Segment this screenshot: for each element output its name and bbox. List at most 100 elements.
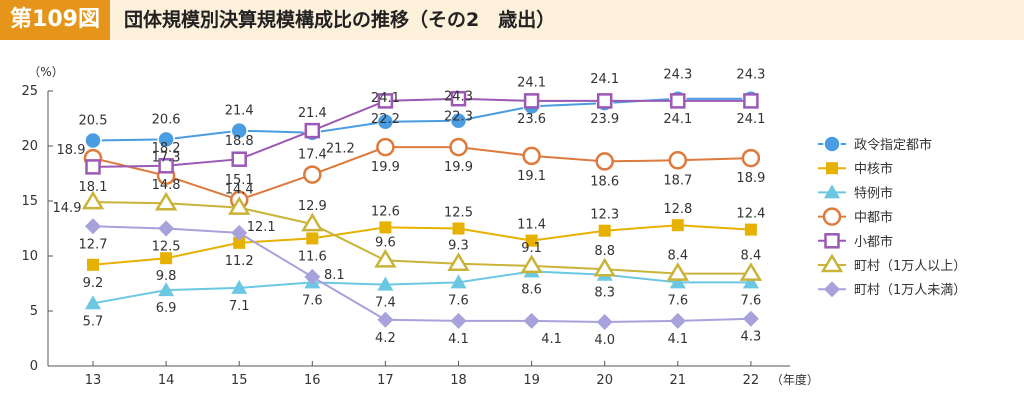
data-point [596,93,613,109]
data-point [671,219,684,232]
legend-item: 中核市 [818,161,893,177]
data-label: 12.5 [152,240,181,255]
data-point [523,312,540,329]
y-axis-unit: （%） [28,65,63,79]
data-point [744,223,757,236]
data-point [154,191,178,211]
data-label: 9.2 [83,276,104,291]
data-label: 17.4 [298,148,327,163]
data-point [593,257,616,277]
legend-label: 政令指定都市 [854,137,932,153]
data-label: 8.1 [324,268,345,283]
data-label: 5.7 [83,314,104,329]
series-line [92,146,751,201]
data-label: 24.1 [736,112,765,127]
series-line [92,97,751,168]
data-point [158,158,174,174]
data-point [447,252,470,271]
data-label: 7.6 [667,293,688,308]
data-label: 14.8 [152,178,181,193]
data-point [85,295,101,310]
x-tick-label: 15 [231,373,248,388]
data-label: 19.9 [371,160,400,175]
data-point [306,232,319,245]
data-point [377,93,394,109]
data-label: 12.7 [79,237,108,252]
data-label: 20.6 [152,112,181,127]
data-label: 14.4 [225,183,254,198]
x-tick-label: 16 [304,373,321,388]
data-point [81,190,105,210]
data-label: 23.9 [590,112,619,127]
data-label: 12.8 [663,202,692,217]
legend-label: 特例市 [854,185,893,201]
data-label: 22.2 [371,112,400,127]
data-point [669,274,686,289]
series-line [92,201,751,275]
data-point [741,148,761,168]
data-point [374,248,397,268]
y-tick-label: 0 [30,359,38,374]
data-label: 11.6 [298,249,327,264]
data-point [598,224,611,237]
y-tick-label: 15 [21,194,38,209]
x-tick-label: 20 [596,373,613,388]
data-point [824,281,840,298]
legend-item: 特例市 [818,184,893,201]
data-point [668,151,688,170]
data-label: 9.3 [448,239,469,254]
legend-item: 小都市 [818,233,893,250]
line-chart: 0 5 10 15 20 25 （%） 13 14 15 16 17 18 19 20 21 22 （年度） 20.… [21,65,966,388]
data-label: 21.2 [326,142,355,157]
data-point [231,151,247,167]
data-label: 4.1 [541,332,562,347]
x-tick-label: 17 [377,373,394,388]
y-tick-label: 10 [21,249,38,264]
legend-item: 中都市 [818,207,893,226]
data-label: 19.9 [444,160,473,175]
y-tick-label: 25 [21,84,38,99]
data-point [157,130,175,149]
x-tick-label: 18 [450,373,467,388]
data-point [231,224,248,241]
data-point [304,268,321,285]
data-point [158,220,175,237]
data-point [87,258,99,271]
data-label: 7.6 [741,293,762,308]
data-label: 18.8 [225,134,254,149]
data-label: 6.9 [156,301,177,316]
data-point [376,137,395,157]
y-tick-label: 5 [30,304,38,319]
data-point [379,221,392,234]
data-label: 9.1 [521,241,542,256]
data-label: 17.3 [152,151,181,166]
x-tick-label: 14 [158,373,175,388]
data-label: 15.1 [225,173,254,188]
data-point [449,111,468,130]
data-label: 4.1 [448,332,469,347]
data-point [822,207,842,226]
data-label: 24.1 [517,75,546,90]
data-label: 12.4 [736,207,765,222]
data-point [826,162,838,175]
data-point [520,254,543,274]
data-label: 18.7 [663,173,692,188]
series-line [92,225,751,324]
data-point [449,137,468,157]
data-label: 21.4 [298,106,327,121]
data-label: 18.6 [590,174,619,189]
series-line [92,224,751,266]
data-point [595,152,614,171]
data-point [377,311,394,328]
chart-title: 団体規模別決算規模構成比の推移（その2 歳出） [124,9,556,31]
data-point [522,146,541,166]
data-label: 24.3 [444,90,473,105]
data-point [670,93,686,109]
data-point [85,218,101,235]
figure-label: 第109図 [0,0,110,40]
x-tick-label: 21 [670,373,687,388]
data-point [85,159,101,175]
data-label: 20.5 [79,114,108,129]
data-label: 24.3 [663,68,692,83]
data-label: 21.4 [225,104,254,119]
